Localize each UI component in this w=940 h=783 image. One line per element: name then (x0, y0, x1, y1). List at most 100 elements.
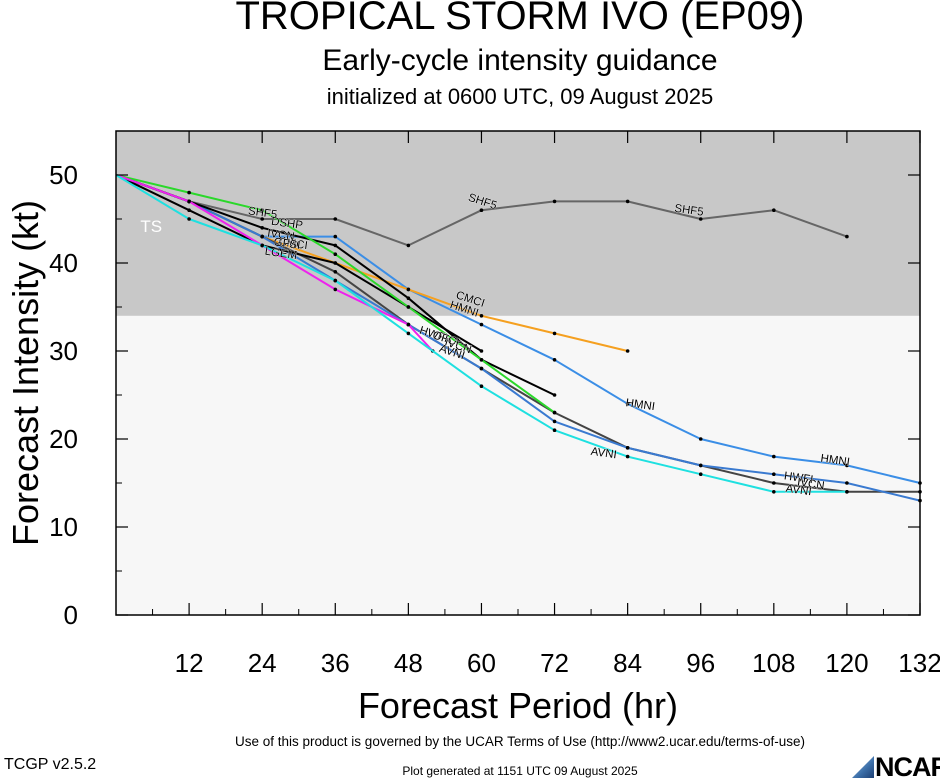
series-label: CMCI (278, 236, 309, 252)
x-tick-label: 84 (613, 648, 642, 678)
data-point (772, 208, 776, 212)
data-point (406, 243, 411, 248)
series-label: HMNI (625, 397, 656, 413)
y-tick-label: 40 (49, 248, 78, 278)
x-tick-label: 60 (467, 648, 496, 678)
series-label: GFSI (273, 236, 301, 252)
x-tick-label: 48 (394, 648, 423, 678)
series-label: SHF5 (674, 203, 705, 219)
y-tick-label: 30 (49, 336, 78, 366)
terms-of-use: Use of this product is governed by the U… (235, 734, 805, 749)
data-point (333, 278, 338, 283)
series-avni (115, 174, 849, 494)
data-point (552, 428, 557, 433)
initialization-time: initialized at 0600 UTC, 09 August 2025 (326, 84, 714, 109)
ncar-logo-icon (852, 756, 874, 778)
data-point (698, 217, 703, 221)
series-line (115, 174, 483, 352)
x-axis-title: Forecast Period (hr) (358, 685, 678, 726)
series-label: AVNI (590, 446, 617, 462)
series-label: DSHP (270, 216, 304, 232)
x-tick-label: 120 (825, 648, 868, 678)
data-point (552, 393, 557, 397)
data-point (260, 226, 264, 230)
x-tick-label: 36 (321, 648, 350, 678)
ts-band-label: TS (140, 217, 162, 236)
data-point (333, 252, 338, 256)
data-point (333, 234, 338, 239)
series-layer (115, 174, 922, 503)
data-point (333, 217, 338, 221)
data-point (552, 331, 557, 336)
series-label: LGEM (264, 246, 298, 262)
ncar-logo-text: NCAR (875, 752, 940, 782)
series-line (115, 174, 921, 502)
data-point (552, 199, 557, 204)
data-point (406, 305, 411, 309)
data-point (406, 296, 411, 301)
data-point (479, 384, 484, 389)
data-point (479, 349, 484, 353)
data-point (187, 190, 191, 195)
data-point (406, 287, 411, 292)
x-tick-label: 96 (686, 648, 715, 678)
data-point (260, 217, 264, 221)
y-tick-label: 0 (64, 600, 78, 630)
data-point (772, 472, 776, 477)
data-point (260, 234, 264, 239)
series-gfsi (115, 174, 435, 353)
data-point (333, 243, 338, 248)
series-label: AVNI (785, 483, 812, 499)
data-point (479, 322, 484, 327)
data-point (479, 358, 484, 362)
data-point (406, 322, 411, 327)
data-point (260, 208, 264, 212)
data-point (625, 349, 630, 353)
data-point (772, 454, 776, 459)
series-label: HWFI (783, 470, 814, 486)
chart-subtitle: Early-cycle intensity guidance (322, 44, 718, 77)
data-point (845, 490, 849, 494)
series-line (115, 174, 434, 352)
data-point (333, 270, 338, 274)
generated-time: Plot generated at 1151 UTC 09 August 202… (402, 764, 638, 778)
chart-title: TROPICAL STORM IVO (EP09) (235, 0, 805, 38)
series-label: IVCN (266, 228, 295, 244)
y-axis-title: Forecast Intensity (kt) (5, 200, 46, 546)
data-point (333, 261, 338, 265)
data-point (552, 410, 557, 415)
data-point (625, 446, 630, 450)
data-point (479, 314, 484, 318)
data-point (552, 419, 557, 424)
axes: 12 24 36 48 60 72 84 96 108 120 13201020304050Fore… (5, 130, 940, 726)
data-point (698, 437, 703, 441)
x-tick-label: 12 (175, 648, 204, 678)
data-point (625, 454, 630, 459)
data-point (333, 287, 338, 292)
x-tick-label: 132 (898, 648, 940, 678)
series-label: IVCN (796, 477, 825, 493)
x-tick-label: 24 (248, 648, 277, 678)
data-point (845, 463, 849, 468)
data-point (479, 366, 484, 371)
data-point (845, 481, 849, 485)
data-point (845, 234, 849, 239)
data-point (625, 199, 630, 204)
y-tick-label: 10 (49, 512, 78, 542)
series-ofci (115, 174, 557, 415)
series-shf5 (115, 174, 849, 248)
data-point (187, 208, 191, 212)
data-point (260, 243, 264, 248)
data-point (479, 208, 484, 212)
data-point (625, 402, 630, 406)
data-point (698, 463, 703, 468)
y-tick-label: 50 (49, 160, 78, 190)
data-point (552, 358, 557, 362)
data-point (772, 490, 776, 494)
y-tick-label: 20 (49, 424, 78, 454)
data-point (406, 331, 411, 336)
data-point (187, 199, 191, 204)
data-point (698, 472, 703, 477)
version-label: TCGP v2.5.2 (4, 756, 97, 773)
